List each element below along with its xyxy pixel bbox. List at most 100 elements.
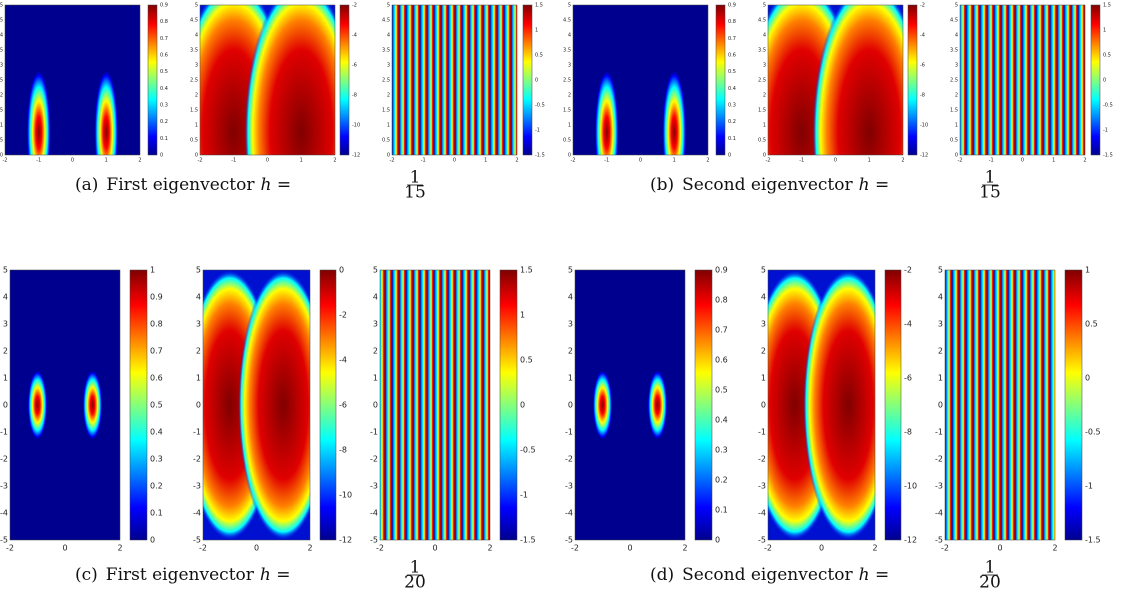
colorbar-tick-label: -1.5 bbox=[535, 153, 545, 159]
x-tick-label: -2 bbox=[571, 158, 576, 164]
x-tick-label: 1 bbox=[484, 158, 487, 164]
colorbar-tick-label: 0.8 bbox=[715, 296, 728, 305]
y-tick-label: 4.5 bbox=[758, 18, 766, 24]
x-tick-label: 0 bbox=[819, 544, 824, 553]
x-tick-label: 1 bbox=[868, 158, 871, 164]
y-tick-label: -5 bbox=[565, 536, 573, 545]
y-tick-label: 4 bbox=[761, 293, 766, 302]
x-tick-label: -2 bbox=[571, 544, 579, 553]
x-tick-label: 2 bbox=[682, 544, 687, 553]
y-tick-label: 5 bbox=[568, 3, 571, 9]
y-tick-label: -1 bbox=[935, 428, 943, 437]
x-tick-label: 0 bbox=[639, 158, 642, 164]
colorbar-tick-label: 1 bbox=[150, 266, 155, 275]
y-tick-label: 5 bbox=[387, 3, 390, 9]
colorbar bbox=[694, 269, 713, 541]
x-tick-label: 2 bbox=[307, 544, 312, 553]
y-tick-label: 3 bbox=[568, 320, 573, 329]
colorbar bbox=[522, 4, 533, 156]
y-tick-label: 1 bbox=[568, 374, 573, 383]
colorbar-tick-label: -4 bbox=[920, 33, 925, 39]
y-tick-label: -1 bbox=[565, 428, 573, 437]
y-tick-label: -5 bbox=[758, 536, 766, 545]
x-tick-label: 2 bbox=[117, 544, 122, 553]
y-tick-label: 4.5 bbox=[0, 18, 3, 24]
y-tick-label: 1 bbox=[3, 374, 8, 383]
colorbar-tick-label: 0.2 bbox=[150, 482, 163, 491]
colorbar-tick-label: -1 bbox=[535, 128, 540, 134]
colorbar-tick-label: 0.3 bbox=[150, 455, 163, 464]
colorbar bbox=[319, 269, 337, 541]
colorbar-tick-label: -12 bbox=[339, 536, 352, 545]
stripes bbox=[960, 5, 1085, 155]
y-tick-label: -5 bbox=[370, 536, 378, 545]
heatmap bbox=[392, 5, 517, 155]
fraction-numerator: 1 bbox=[410, 168, 421, 188]
heatmap bbox=[960, 5, 1085, 155]
stripes bbox=[945, 270, 1055, 540]
fraction-denominator: 20 bbox=[979, 573, 1001, 593]
y-tick-label: 1.5 bbox=[758, 108, 766, 114]
frame bbox=[199, 4, 336, 156]
colorbar-tick-label: -12 bbox=[904, 536, 917, 545]
y-tick-label: -4 bbox=[565, 509, 573, 518]
heatmap bbox=[380, 270, 490, 540]
colorbar-tick-label: 0.5 bbox=[535, 53, 543, 59]
x-tick-label: 2 bbox=[487, 544, 492, 553]
colorbar-tick-label: 1.5 bbox=[520, 266, 533, 275]
frame bbox=[4, 4, 141, 156]
y-tick-label: 4.5 bbox=[563, 18, 571, 24]
colorbar-tick-label: -8 bbox=[352, 93, 357, 99]
x-tick-label: 0 bbox=[1021, 158, 1024, 164]
colorbar-tick-label: 0 bbox=[150, 536, 155, 545]
y-tick-label: 4.5 bbox=[382, 18, 390, 24]
caption-label: (d) bbox=[650, 565, 674, 585]
colorbar bbox=[129, 269, 148, 541]
colorbar-tick-label: 0.7 bbox=[160, 36, 168, 42]
y-tick-label: 1.5 bbox=[190, 108, 198, 114]
y-tick-label: -4 bbox=[370, 509, 378, 518]
y-tick-label: 0 bbox=[761, 401, 766, 410]
y-tick-label: 3.5 bbox=[563, 48, 571, 54]
colorbar bbox=[1090, 4, 1101, 156]
colorbar-tick-label: 0.2 bbox=[728, 119, 736, 125]
y-tick-label: -4 bbox=[0, 509, 8, 518]
colorbar-tick-label: -8 bbox=[339, 446, 347, 455]
x-tick-label: -2 bbox=[941, 544, 949, 553]
y-tick-label: 1 bbox=[373, 374, 378, 383]
colorbar-tick-label: -10 bbox=[352, 123, 360, 129]
heatmap bbox=[203, 270, 310, 540]
y-tick-label: -4 bbox=[758, 509, 766, 518]
y-tick-label: 2 bbox=[763, 93, 766, 99]
colorbar-tick-label: 0.6 bbox=[715, 356, 728, 365]
colorbar-tick-label: 1 bbox=[1103, 28, 1106, 34]
y-tick-label: 3 bbox=[196, 320, 201, 329]
y-tick-label: 5 bbox=[763, 3, 766, 9]
y-tick-label: 2.5 bbox=[382, 78, 390, 84]
colorbar-tick-label: -8 bbox=[920, 93, 925, 99]
y-tick-label: 2 bbox=[3, 347, 8, 356]
colorbar-tick-label: 0 bbox=[728, 153, 731, 159]
x-tick-label: 0 bbox=[997, 544, 1002, 553]
colorbar bbox=[884, 269, 902, 541]
y-tick-label: 4 bbox=[0, 33, 3, 39]
x-tick-label: -2 bbox=[766, 158, 771, 164]
y-tick-label: 4 bbox=[955, 33, 958, 39]
y-tick-label: 3.5 bbox=[758, 48, 766, 54]
y-tick-label: 4 bbox=[3, 293, 8, 302]
x-tick-label: 2 bbox=[706, 158, 709, 164]
y-tick-label: 5 bbox=[196, 266, 201, 275]
colorbar-tick-label: 0.3 bbox=[160, 103, 168, 109]
x-tick-label: 2 bbox=[1052, 544, 1057, 553]
colorbar-tick-label: 0.5 bbox=[160, 69, 168, 75]
colorbar-tick-label: 0.8 bbox=[728, 19, 736, 25]
caption: (b) Second eigenvector h = bbox=[650, 175, 889, 195]
y-tick-label: 0.5 bbox=[563, 138, 571, 144]
frame bbox=[391, 4, 518, 156]
y-tick-label: 1 bbox=[763, 123, 766, 129]
colorbar-tick-label: -12 bbox=[920, 153, 928, 159]
y-tick-label: 2.5 bbox=[563, 78, 571, 84]
x-tick-label: -2 bbox=[198, 158, 203, 164]
caption-math: h = bbox=[261, 175, 292, 195]
